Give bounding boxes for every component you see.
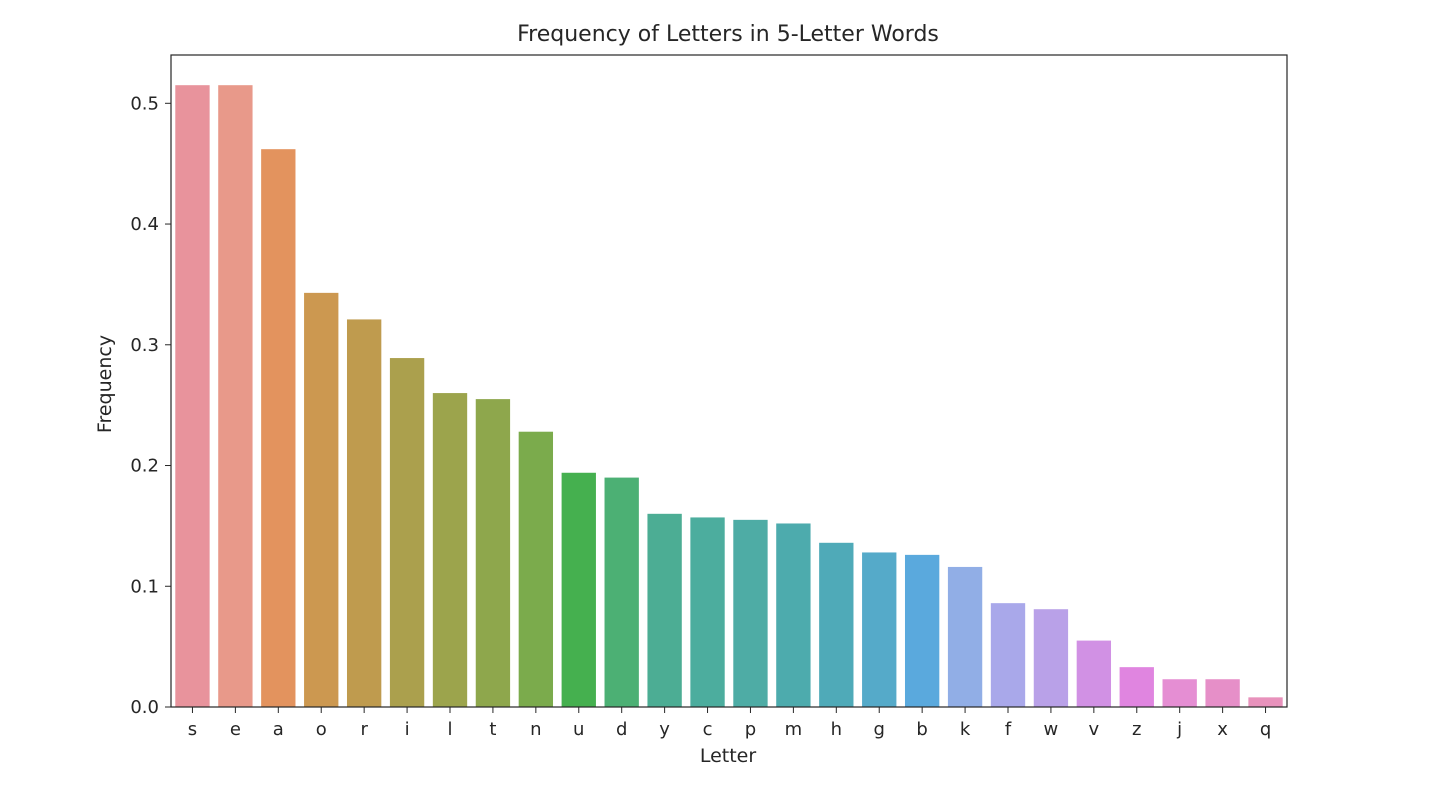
y-axis: 0.0 0.1 0.2 0.3 0.4 0.5 xyxy=(130,93,171,718)
plot-frame xyxy=(170,54,1288,708)
bar-g xyxy=(862,552,897,707)
x-tick-label: t xyxy=(489,719,496,740)
x-tick-label: d xyxy=(616,719,627,740)
x-tick-label: r xyxy=(360,719,368,740)
x-tick-label: n xyxy=(530,719,541,740)
x-tick-label: c xyxy=(703,719,713,740)
x-tick-label: x xyxy=(1217,719,1228,740)
x-tick-label: o xyxy=(316,719,327,740)
y-tick-label: 0.2 xyxy=(130,456,159,477)
x-tick-label: k xyxy=(960,719,971,740)
bar-e xyxy=(218,85,253,708)
bar-c xyxy=(690,517,725,707)
x-tick-label: b xyxy=(916,719,927,740)
x-tick-label: p xyxy=(745,719,756,740)
bar-a xyxy=(261,149,296,707)
y-tick-label: 0.3 xyxy=(130,335,159,356)
x-tick-label: h xyxy=(831,719,842,740)
bar-b xyxy=(904,554,940,707)
y-tick-label: 0.0 xyxy=(130,697,159,718)
bar-x xyxy=(1205,679,1240,707)
y-tick-label: 0.5 xyxy=(130,93,159,114)
bar-w xyxy=(1033,609,1069,707)
bar-z xyxy=(1119,667,1154,707)
bar-p xyxy=(733,519,768,707)
bar-q xyxy=(1248,697,1283,707)
x-tick-label: m xyxy=(785,719,803,740)
bar-o xyxy=(304,292,339,707)
bar-d xyxy=(604,477,639,707)
bar-r xyxy=(346,319,382,707)
x-tick-label: e xyxy=(230,719,241,740)
bar-v xyxy=(1076,640,1112,707)
x-tick-label: y xyxy=(659,719,670,740)
bar-h xyxy=(819,542,854,707)
y-axis-label: Frequency xyxy=(94,335,116,433)
bar-k xyxy=(947,566,983,707)
bar-i xyxy=(389,358,425,707)
bar-l xyxy=(432,393,468,707)
bar-y xyxy=(647,513,682,707)
bar-n xyxy=(518,431,554,707)
bar-m xyxy=(776,523,811,707)
y-tick-label: 0.1 xyxy=(130,576,159,597)
x-tick-label: i xyxy=(405,719,410,740)
bars-group xyxy=(175,85,1283,708)
bar-j xyxy=(1162,679,1197,707)
x-axis-label: Letter xyxy=(700,745,757,767)
x-tick-label: g xyxy=(874,719,885,740)
x-tick-label: f xyxy=(1005,719,1012,740)
x-tick-label: u xyxy=(573,719,584,740)
x-tick-label: l xyxy=(447,719,452,740)
bar-t xyxy=(475,399,511,707)
bar-f xyxy=(990,603,1026,707)
y-tick-label: 0.4 xyxy=(130,214,159,235)
x-tick-label: q xyxy=(1260,719,1271,740)
x-tick-label: s xyxy=(188,719,197,740)
x-tick-label: v xyxy=(1089,719,1100,740)
chart-title: Frequency of Letters in 5-Letter Words xyxy=(517,22,939,47)
bar-u xyxy=(561,472,596,707)
x-tick-label: j xyxy=(1176,719,1182,740)
x-tick-label: a xyxy=(273,719,284,740)
x-tick-label: z xyxy=(1132,719,1141,740)
bar-s xyxy=(175,85,210,708)
x-tick-label: w xyxy=(1044,719,1059,740)
